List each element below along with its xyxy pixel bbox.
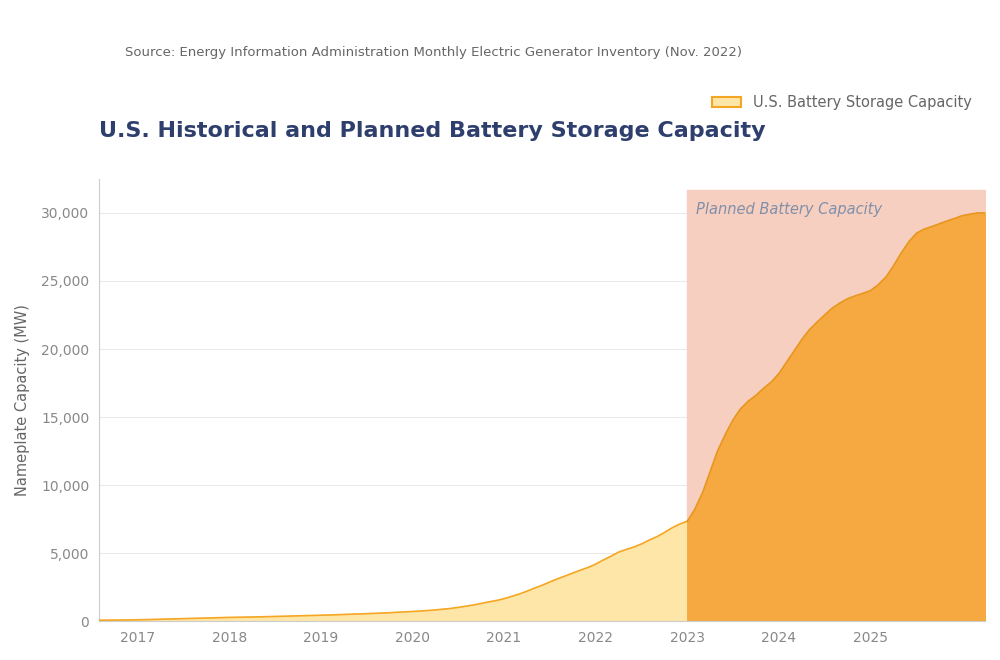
Text: Planned Battery Capacity: Planned Battery Capacity (696, 202, 883, 217)
Text: U.S. Historical and Planned Battery Storage Capacity: U.S. Historical and Planned Battery Stor… (99, 121, 766, 141)
Legend: U.S. Battery Storage Capacity: U.S. Battery Storage Capacity (706, 89, 978, 116)
Y-axis label: Nameplate Capacity (MW): Nameplate Capacity (MW) (15, 304, 30, 496)
Text: Source: Energy Information Administration Monthly Electric Generator Inventory (: Source: Energy Information Administratio… (125, 46, 742, 59)
